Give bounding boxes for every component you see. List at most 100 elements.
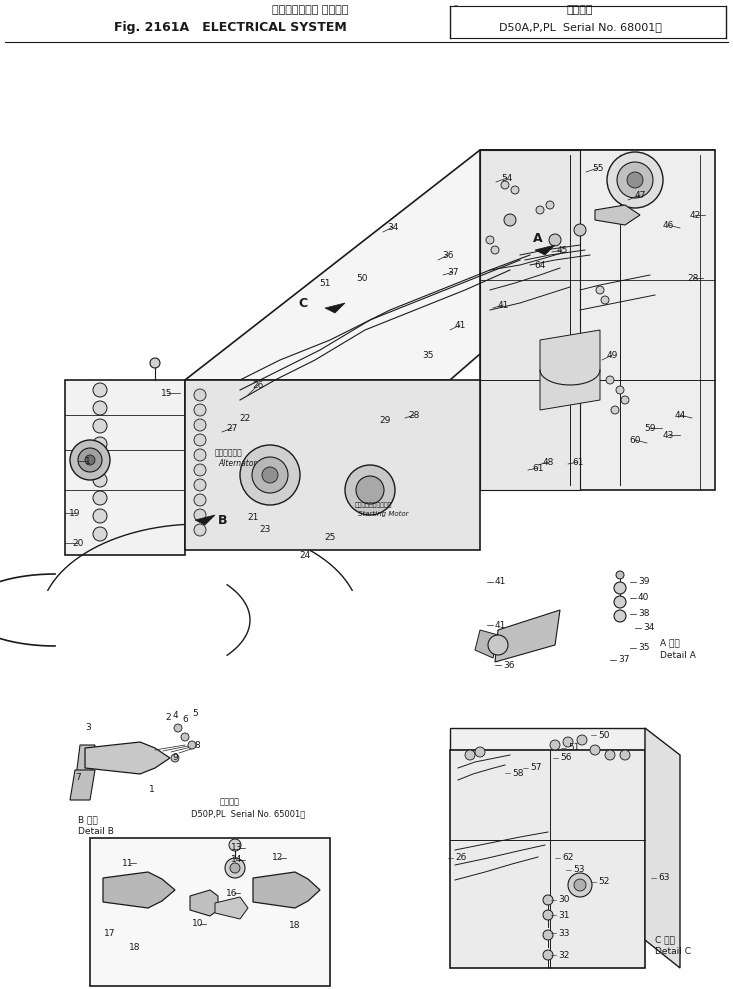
Circle shape <box>85 455 95 465</box>
Text: D50P,PL  Serial No. 65001～: D50P,PL Serial No. 65001～ <box>191 810 305 819</box>
Circle shape <box>614 610 626 622</box>
Text: 41: 41 <box>497 301 509 310</box>
Circle shape <box>536 206 544 214</box>
Circle shape <box>194 404 206 416</box>
Circle shape <box>549 234 561 246</box>
Text: 2: 2 <box>165 713 171 723</box>
Circle shape <box>194 419 206 431</box>
Circle shape <box>504 214 516 226</box>
Text: 29: 29 <box>379 415 391 424</box>
Circle shape <box>194 509 206 521</box>
Text: 1: 1 <box>85 457 91 466</box>
Text: 50: 50 <box>598 731 610 740</box>
Text: スターティングモータ: スターティングモータ <box>355 502 392 507</box>
Text: 45: 45 <box>556 245 567 254</box>
Circle shape <box>611 406 619 414</box>
Circle shape <box>486 236 494 244</box>
Circle shape <box>606 376 614 384</box>
Polygon shape <box>450 750 645 968</box>
Circle shape <box>171 754 179 762</box>
Polygon shape <box>185 150 715 380</box>
Circle shape <box>574 224 586 236</box>
Text: 1: 1 <box>149 785 155 794</box>
Polygon shape <box>535 245 555 255</box>
Text: 37: 37 <box>618 656 630 665</box>
Circle shape <box>194 434 206 446</box>
Circle shape <box>590 745 600 755</box>
Text: 34: 34 <box>387 223 399 231</box>
Circle shape <box>616 386 624 394</box>
Text: 28: 28 <box>688 274 699 283</box>
Text: 53: 53 <box>573 865 584 874</box>
Polygon shape <box>215 897 248 919</box>
Circle shape <box>491 246 499 254</box>
Text: 34: 34 <box>643 623 655 633</box>
Text: 43: 43 <box>663 430 674 439</box>
Text: 26: 26 <box>252 381 264 390</box>
Text: B 詳細: B 詳細 <box>78 816 97 825</box>
Text: 18: 18 <box>129 944 141 952</box>
Text: 30: 30 <box>558 895 570 905</box>
Polygon shape <box>195 515 215 525</box>
Text: 38: 38 <box>638 609 649 618</box>
Text: 35: 35 <box>638 644 649 653</box>
Text: 4: 4 <box>172 710 178 720</box>
Circle shape <box>475 747 485 757</box>
Text: 3: 3 <box>85 724 91 733</box>
Circle shape <box>563 737 573 747</box>
Text: Detail C: Detail C <box>655 947 691 956</box>
Text: 63: 63 <box>658 873 669 882</box>
Text: 55: 55 <box>592 163 604 172</box>
Polygon shape <box>475 630 498 658</box>
Text: Fig. 2161A   ELECTRICAL SYSTEM: Fig. 2161A ELECTRICAL SYSTEM <box>114 21 347 34</box>
Circle shape <box>93 491 107 505</box>
Polygon shape <box>185 380 480 550</box>
Text: 14: 14 <box>232 855 243 864</box>
Text: B: B <box>218 513 227 526</box>
Polygon shape <box>450 728 645 750</box>
Circle shape <box>93 455 107 469</box>
Text: 19: 19 <box>69 508 81 517</box>
Text: 61: 61 <box>572 458 583 467</box>
Circle shape <box>501 181 509 189</box>
Circle shape <box>93 383 107 397</box>
Text: Detail B: Detail B <box>78 828 114 837</box>
Circle shape <box>543 950 553 960</box>
Text: 27: 27 <box>226 423 237 432</box>
Polygon shape <box>645 728 680 968</box>
Text: C: C <box>298 297 307 310</box>
Text: 28: 28 <box>408 410 420 419</box>
Circle shape <box>543 930 553 940</box>
Text: 11: 11 <box>122 858 133 867</box>
Circle shape <box>194 494 206 506</box>
Text: 12: 12 <box>273 854 284 862</box>
Text: 52: 52 <box>598 877 609 886</box>
Circle shape <box>194 524 206 536</box>
Text: 49: 49 <box>606 350 618 359</box>
Text: 41: 41 <box>495 620 507 630</box>
Circle shape <box>614 596 626 608</box>
Circle shape <box>577 735 587 745</box>
Text: D50A,P,PL  Serial No. 68001～: D50A,P,PL Serial No. 68001～ <box>498 22 661 32</box>
Text: C 詳細: C 詳細 <box>655 936 675 944</box>
Circle shape <box>230 863 240 873</box>
Text: 54: 54 <box>501 173 512 183</box>
Circle shape <box>616 571 624 579</box>
Circle shape <box>627 172 643 188</box>
Polygon shape <box>253 872 320 908</box>
Circle shape <box>93 401 107 415</box>
Circle shape <box>194 464 206 476</box>
Text: 31: 31 <box>558 911 570 920</box>
Text: 適用号機: 適用号機 <box>567 5 593 15</box>
Polygon shape <box>85 742 170 774</box>
Circle shape <box>543 895 553 905</box>
Circle shape <box>620 750 630 760</box>
Circle shape <box>93 527 107 541</box>
Circle shape <box>617 162 653 198</box>
Text: 41: 41 <box>454 320 465 329</box>
Circle shape <box>550 740 560 750</box>
Text: エレクトリカル システム: エレクトリカル システム <box>272 5 348 15</box>
Text: 47: 47 <box>634 191 646 200</box>
Text: 6: 6 <box>182 715 188 725</box>
Text: 26: 26 <box>455 854 466 862</box>
